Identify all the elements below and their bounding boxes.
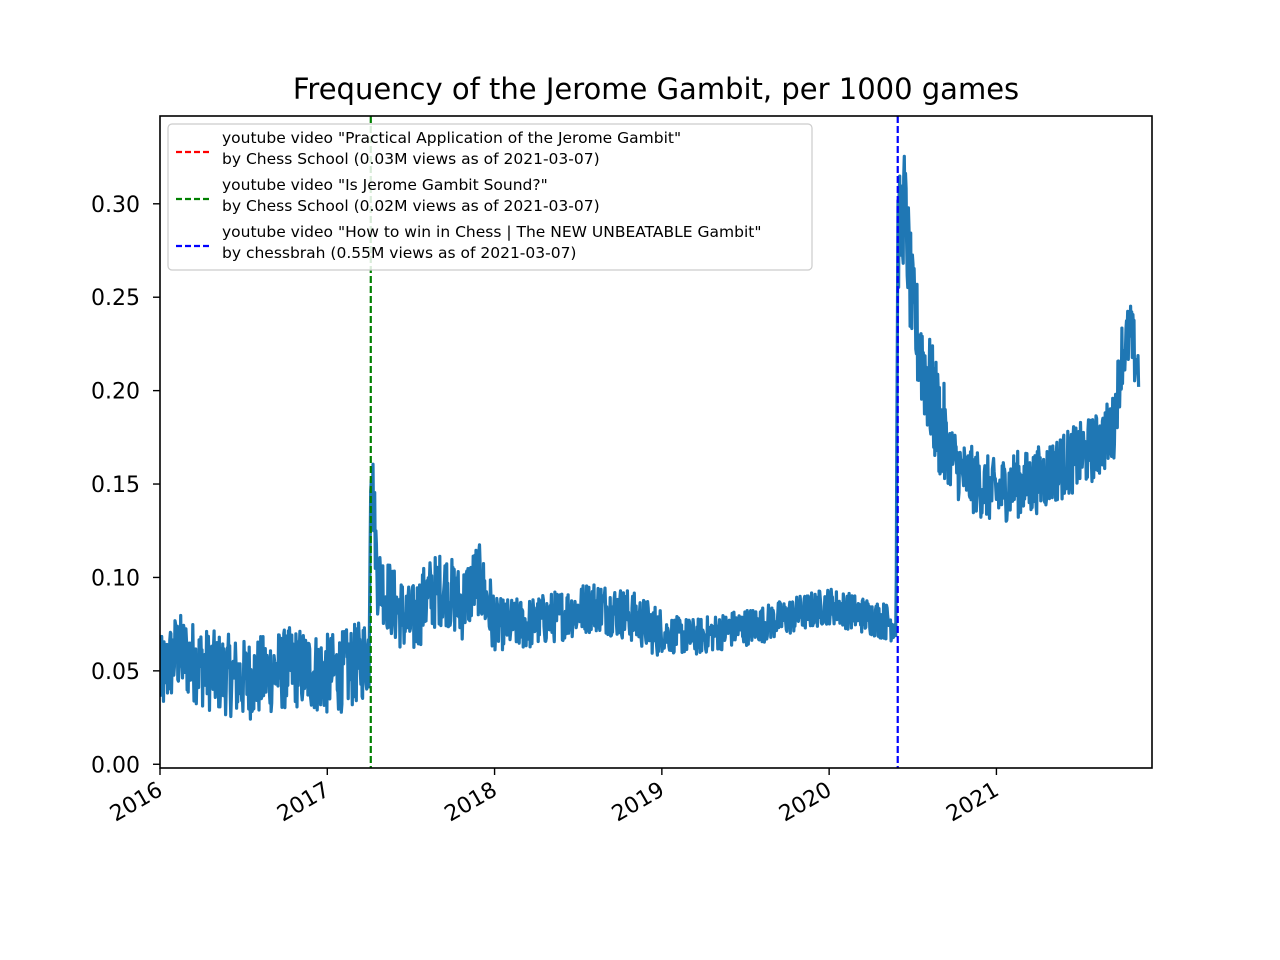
legend-box (167, 123, 813, 271)
legend-entry-line1: youtube video "How to win in Chess | The… (222, 223, 762, 241)
x-tick-label: 2017 (273, 778, 334, 828)
legend: youtube video "Practical Application of … (167, 123, 813, 271)
legend-entry-line2: by chessbrah (0.55M views as of 2021-03-… (222, 244, 576, 262)
y-tick-label: 0.20 (91, 380, 140, 405)
legend-entry-line2: by Chess School (0.02M views as of 2021-… (222, 197, 600, 215)
y-tick-label: 0.30 (91, 193, 140, 218)
legend-entry-line2: by Chess School (0.03M views as of 2021-… (222, 150, 600, 168)
legend-entry-line1: youtube video "Is Jerome Gambit Sound?" (222, 176, 548, 194)
x-tick-label: 2016 (106, 778, 167, 828)
x-tick-label: 2021 (942, 778, 1003, 828)
x-tick-label: 2019 (608, 778, 669, 828)
chart-title: Frequency of the Jerome Gambit, per 1000… (293, 72, 1019, 106)
x-tick-label: 2018 (441, 778, 502, 828)
y-tick-label: 0.15 (91, 473, 140, 498)
y-tick-label: 0.10 (91, 566, 140, 591)
legend-entry-line1: youtube video "Practical Application of … (222, 129, 681, 147)
x-tick-label: 2020 (775, 778, 836, 828)
y-tick-label: 0.05 (91, 660, 140, 685)
y-tick-label: 0.00 (91, 753, 140, 778)
series-line (160, 154, 1141, 721)
plot-frame (159, 115, 1153, 769)
y-tick-label: 0.25 (91, 286, 140, 311)
